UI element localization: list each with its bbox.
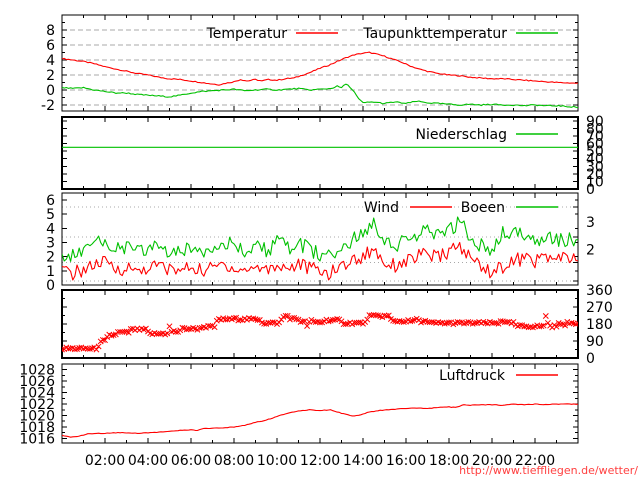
x-tick-label: 04:00 bbox=[128, 453, 168, 469]
y-tick-label: 3 bbox=[46, 236, 55, 252]
y-tick-label: 1020 bbox=[19, 409, 55, 425]
legend-label-Boeen: Boeen bbox=[461, 200, 505, 216]
x-tick-label: 08:00 bbox=[214, 453, 254, 469]
y-tick-label: 1026 bbox=[19, 374, 55, 390]
x-tick-label: 06:00 bbox=[171, 453, 211, 469]
legend-label-Niederschlag: Niederschlag bbox=[416, 127, 507, 143]
legend-label-Luftdruck: Luftdruck bbox=[439, 368, 506, 384]
y-tick-label: 90 bbox=[586, 114, 604, 130]
x-tick-label: 22:00 bbox=[515, 453, 555, 469]
y-tick-label: 60 bbox=[586, 137, 604, 153]
y-tick-label: 0 bbox=[586, 182, 595, 198]
y-tick-label: 0 bbox=[586, 351, 595, 367]
y-tick-label: 4 bbox=[46, 53, 55, 69]
y-tick-label: 30 bbox=[586, 159, 604, 175]
y-tick-label: 180 bbox=[586, 317, 613, 333]
footer-url[interactable]: http://www.tieffliegen.de/wetter/ bbox=[459, 464, 638, 477]
y-tick-label: 360 bbox=[586, 283, 613, 299]
y-tick-label: 2 bbox=[586, 243, 595, 259]
x-tick-label: 02:00 bbox=[85, 453, 125, 469]
y-tick-label: 90 bbox=[586, 334, 604, 350]
y-tick-label: 3 bbox=[586, 215, 595, 231]
y-tick-label: 0 bbox=[46, 278, 55, 294]
y-tick-label: 2 bbox=[46, 250, 55, 266]
y-tick-label: 1016 bbox=[19, 431, 55, 447]
direction-series bbox=[62, 311, 578, 353]
wind-series bbox=[62, 216, 578, 281]
y-tick-label: 40 bbox=[586, 152, 604, 168]
y-tick-label: 6 bbox=[46, 38, 55, 54]
y-tick-label: 70 bbox=[586, 129, 604, 145]
y-tick-label: 20 bbox=[586, 167, 604, 183]
x-tick-label: 20:00 bbox=[472, 453, 512, 469]
y-tick-label: 80 bbox=[586, 121, 604, 137]
temperature-series bbox=[62, 51, 578, 109]
y-tick-label: 4 bbox=[46, 221, 55, 237]
y-tick-label: 5 bbox=[46, 207, 55, 223]
y-tick-label: 2 bbox=[46, 68, 55, 84]
y-tick-label: 270 bbox=[586, 300, 613, 316]
y-tick-label: 1022 bbox=[19, 397, 55, 413]
y-tick-label: 1024 bbox=[19, 386, 55, 402]
y-tick-label: 1018 bbox=[19, 420, 55, 436]
legend-label-Temperatur: Temperatur bbox=[206, 26, 288, 42]
x-tick-label: 16:00 bbox=[386, 453, 426, 469]
x-tick-label: 14:00 bbox=[343, 453, 383, 469]
y-tick-label: 10 bbox=[586, 174, 604, 190]
y-tick-label: -2 bbox=[41, 98, 55, 114]
legend-label-Wind: Wind bbox=[364, 200, 399, 216]
x-tick-label: 12:00 bbox=[300, 453, 340, 469]
y-tick-label: 50 bbox=[586, 144, 604, 160]
legend-label-Taupunkttemperatur: Taupunkttemperatur bbox=[362, 26, 507, 42]
y-tick-label: 8 bbox=[46, 23, 55, 39]
x-tick-label: 10:00 bbox=[257, 453, 297, 469]
y-tick-label: 1028 bbox=[19, 363, 55, 379]
y-tick-label: 6 bbox=[46, 193, 55, 209]
x-axis-labels: 02:00 04:00 06:00 08:00 10:00 12:00 14:00 16:00… bbox=[85, 453, 555, 469]
y-tick-label: 1 bbox=[46, 264, 55, 280]
x-tick-label: 18:00 bbox=[429, 453, 469, 469]
y-tick-label: 0 bbox=[46, 83, 55, 99]
pressure-series bbox=[62, 403, 578, 438]
